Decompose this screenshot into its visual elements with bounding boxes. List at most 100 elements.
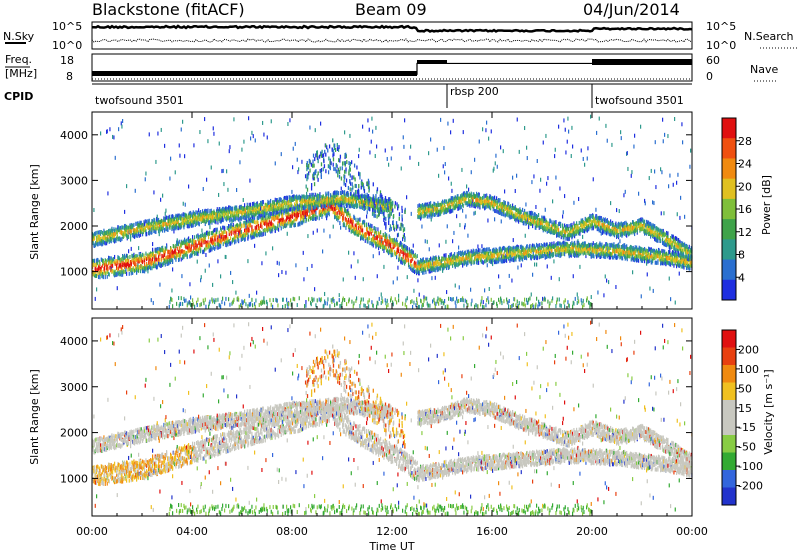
power-echo [318, 216, 320, 221]
power-echo [206, 215, 208, 220]
power-echo [283, 198, 285, 203]
power-echo [238, 224, 240, 229]
power-echo [256, 233, 258, 238]
power-echo [118, 263, 120, 268]
power-echo [263, 205, 265, 210]
power-echo [202, 216, 204, 221]
power-echo [128, 228, 130, 233]
power-echo [294, 195, 296, 200]
power-echo [192, 214, 194, 219]
power-echo [367, 194, 369, 199]
power-echo [228, 224, 230, 229]
power-echo [291, 196, 293, 201]
power-echo [246, 230, 248, 235]
power-echo [202, 238, 204, 243]
power-echo [240, 233, 242, 238]
power-echo [225, 296, 227, 301]
power-echo [162, 221, 164, 226]
power-echo [267, 215, 269, 220]
power-echo [456, 296, 458, 301]
power-echo [271, 229, 273, 234]
power-echo [421, 258, 423, 263]
power-echo [458, 250, 460, 255]
power-echo [151, 261, 153, 266]
power-echo [99, 261, 101, 266]
power-echo [340, 196, 342, 201]
power-echo [246, 225, 248, 230]
power-echo [209, 208, 211, 213]
power-echo [416, 297, 418, 302]
power-echo [363, 219, 365, 224]
power-echo [116, 230, 118, 235]
power-echo [170, 214, 172, 219]
power-echo [312, 216, 314, 221]
power-echo [106, 266, 108, 271]
power-echo [392, 238, 394, 243]
power-echo [320, 203, 322, 208]
power-echo [114, 231, 116, 236]
power-echo [271, 203, 273, 208]
power-echo [449, 260, 451, 265]
power-echo [443, 210, 445, 215]
power-echo [403, 246, 405, 251]
power-echo [268, 220, 270, 225]
power-echo [262, 212, 264, 217]
power-echo [232, 226, 234, 231]
power-echo [128, 271, 130, 276]
power-echo [266, 227, 268, 232]
power-echo [98, 259, 100, 264]
power-echo [272, 213, 274, 218]
power-echo [234, 236, 236, 241]
power-echo [332, 224, 334, 229]
power-echo [322, 212, 324, 217]
power-echo [442, 207, 444, 212]
power-echo [275, 206, 277, 211]
power-echo [451, 256, 453, 261]
power-echo [370, 237, 372, 242]
power-echo [254, 205, 256, 210]
power-echo [236, 213, 238, 218]
power-echo [344, 199, 346, 204]
power-echo [110, 231, 112, 236]
power-echo [197, 297, 199, 302]
power-echo [140, 252, 142, 257]
power-echo [454, 206, 456, 211]
power-echo [340, 209, 342, 214]
power-echo [222, 242, 224, 247]
power-echo [195, 240, 197, 245]
power-echo [449, 201, 451, 206]
power-echo [398, 293, 400, 298]
power-echo [258, 206, 260, 211]
power-echo [161, 226, 163, 231]
power-echo [183, 240, 185, 245]
power-echo [269, 205, 271, 210]
power-echo [155, 226, 157, 231]
power-echo [365, 234, 367, 239]
power-echo [312, 213, 314, 218]
power-echo [354, 199, 356, 204]
power-echo [384, 148, 386, 153]
power-echo [123, 232, 125, 237]
power-echo [284, 200, 286, 205]
power-echo [100, 231, 102, 236]
power-echo [187, 246, 189, 251]
power-echo [323, 201, 325, 206]
power-echo [142, 260, 144, 265]
power-echo [137, 221, 139, 226]
power-echo [213, 131, 215, 136]
power-echo [251, 206, 253, 211]
power-echo [362, 220, 364, 225]
power-echo [291, 207, 293, 212]
power-echo [294, 196, 296, 201]
power-echo [264, 228, 266, 233]
power-echo [150, 224, 152, 229]
power-echo [266, 301, 268, 306]
power-echo [111, 263, 113, 268]
power-echo [364, 222, 366, 227]
power-echo [291, 214, 293, 219]
power-echo [133, 260, 135, 265]
power-echo [144, 219, 146, 224]
power-echo [193, 143, 195, 148]
power-echo [454, 199, 456, 204]
power-echo [339, 196, 341, 201]
